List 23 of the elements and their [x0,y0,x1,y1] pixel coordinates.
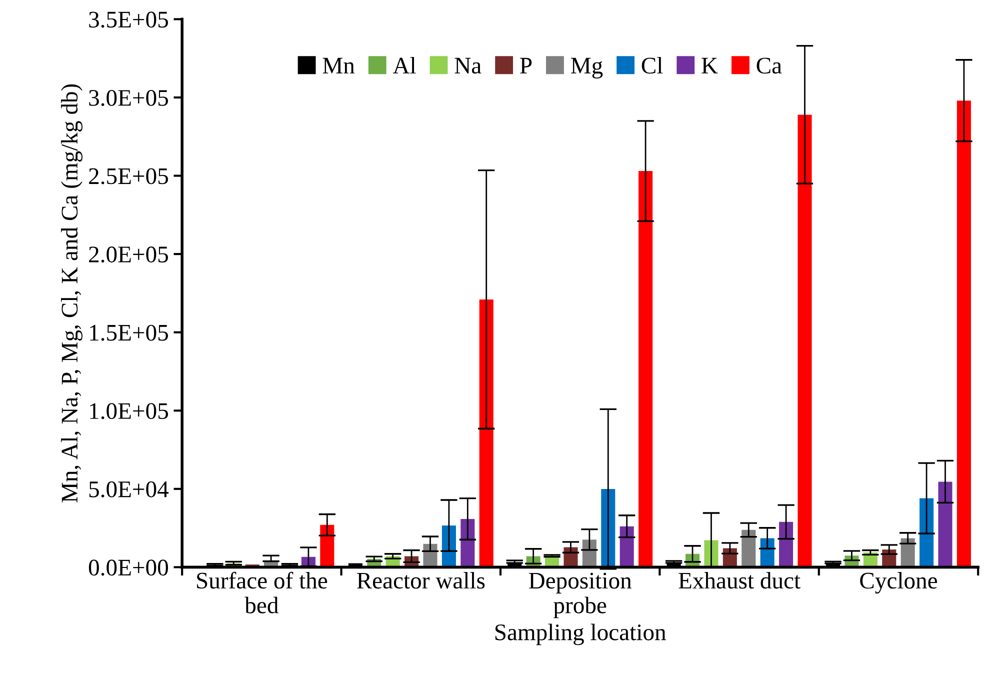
y-tick-label: 2.5E+05 [89,168,168,184]
x-axis-title: Sampling location [495,624,666,646]
legend-label: Cl [642,57,663,74]
x-tick-label: Deposition probe [528,572,632,618]
legend-label: Mg [571,58,603,78]
x-tick-label: Reactor walls [356,572,485,589]
x-tick-label: Exhaust duct [678,572,800,589]
y-tick-label: 3.0E+05 [89,90,168,106]
y-tick-label: 1.0E+05 [90,403,168,420]
y-tick-label: 0.0E+00 [88,560,168,576]
y-tick-label: 2.0E+05 [89,246,168,263]
legend-label: Na [454,58,482,74]
x-tick-label: Surface of the bed [197,572,328,614]
y-tick-label: 3.5E+05 [89,12,168,28]
legend-label: K [702,58,718,74]
x-tick-label: Cyclone [860,572,938,594]
legend-label: Ca [756,58,782,74]
legend-label: P [520,58,532,74]
legend-label: Al [392,57,416,74]
y-axis-title: Mn, Al, Na, P, Mg, Cl, K and Ca (mg/kg db) [60,84,82,502]
legend-label: Mn [322,58,355,74]
y-tick-label: 5.0E+04 [89,481,169,498]
y-tick-label: 1.5E+05 [90,324,168,341]
